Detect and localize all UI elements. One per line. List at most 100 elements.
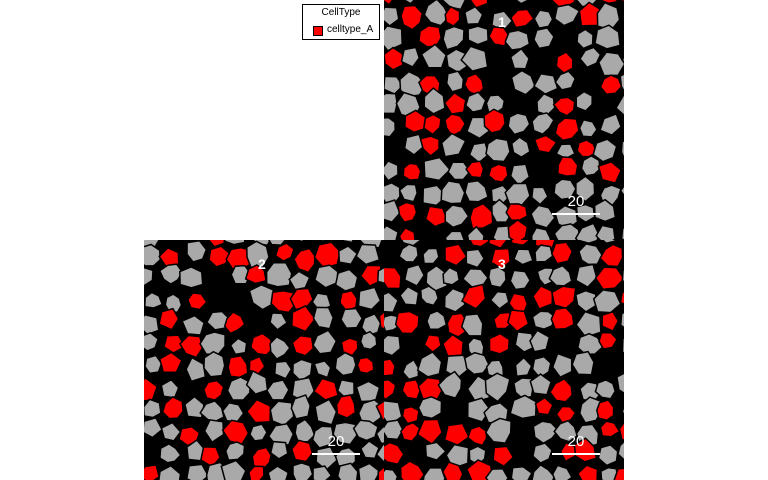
cell-celltype-a — [598, 331, 619, 350]
cell-celltype-a — [601, 310, 620, 333]
cell-celltype-a — [532, 284, 554, 310]
cell-celltype-a — [534, 396, 554, 416]
cell-other — [144, 398, 162, 419]
cell-celltype-a — [158, 307, 180, 331]
cell-celltype-a — [554, 117, 580, 142]
scalebar-label-3: 20 — [567, 433, 585, 450]
cell-celltype-a — [576, 139, 598, 158]
cell-other — [295, 240, 306, 243]
cell-celltype-a — [444, 113, 467, 137]
cell-celltype-a — [384, 378, 397, 401]
cell-celltype-a — [555, 405, 577, 424]
cell-other — [571, 350, 595, 376]
cell-other — [510, 466, 533, 480]
cell-other — [460, 45, 489, 72]
cell-other — [340, 307, 364, 329]
cell-other — [512, 248, 534, 266]
tissue-panel-2: 2 20 — [144, 240, 384, 480]
cell-other — [621, 268, 624, 283]
cell-other — [509, 394, 537, 420]
cell-celltype-a — [510, 240, 531, 246]
cell-celltype-a — [227, 354, 249, 379]
cell-celltype-a — [424, 205, 449, 228]
cell-other — [442, 25, 465, 51]
cell-celltype-a — [313, 241, 341, 269]
cell-other — [619, 73, 624, 93]
cell-other — [514, 356, 533, 378]
cell-celltype-a — [274, 242, 295, 262]
cell-celltype-a — [559, 441, 577, 463]
cell-other — [224, 441, 246, 461]
cell-celltype-a — [384, 441, 405, 466]
scalebar-1 — [552, 213, 600, 215]
cell-celltype-a — [384, 266, 402, 290]
cell-other — [510, 69, 536, 96]
cell-other — [442, 0, 467, 11]
cell-celltype-a — [208, 245, 231, 268]
cell-celltype-a — [144, 464, 161, 480]
cell-other — [403, 263, 426, 287]
cell-other — [576, 28, 594, 50]
cell-other — [424, 441, 447, 461]
cell-other — [443, 287, 466, 313]
cell-other — [384, 199, 401, 223]
cell-other — [451, 240, 460, 243]
cell-other — [144, 313, 160, 336]
cell-other — [529, 373, 552, 396]
cell-other — [312, 329, 338, 355]
cell-other — [199, 331, 226, 356]
cell-other — [445, 70, 465, 93]
cell-other — [144, 331, 160, 352]
cell-celltype-a — [207, 240, 226, 248]
cell-other — [249, 423, 268, 442]
cell-celltype-a — [419, 135, 440, 157]
cell-other — [510, 136, 531, 158]
cell-celltype-a — [158, 351, 183, 374]
cell-celltype-a — [488, 26, 511, 47]
cell-celltype-a — [289, 287, 314, 311]
cell-other — [246, 240, 270, 269]
cell-other — [290, 394, 311, 420]
cell-other — [336, 378, 355, 399]
cell-celltype-a — [400, 421, 421, 443]
cell-segmentation-map-3 — [384, 240, 624, 480]
cell-other — [422, 247, 440, 265]
cell-celltype-a — [398, 226, 416, 240]
cell-celltype-a — [402, 162, 422, 181]
cell-other — [384, 6, 400, 27]
cell-segmentation-map-2 — [144, 240, 384, 480]
cell-celltype-a — [599, 243, 624, 268]
cell-celltype-a — [576, 464, 599, 480]
tissue-panel-1: 1 20 — [384, 0, 624, 240]
cell-other — [575, 263, 598, 289]
cell-other — [190, 240, 196, 242]
cell-other — [267, 465, 290, 480]
cell-other — [158, 263, 184, 285]
cell-celltype-a — [356, 356, 375, 375]
cell-other — [398, 183, 418, 203]
cell-celltype-a — [444, 5, 461, 27]
cell-other — [377, 266, 384, 284]
cell-other — [426, 310, 448, 331]
cell-other — [620, 140, 624, 160]
cell-other — [269, 335, 291, 360]
cell-celltype-a — [578, 1, 602, 27]
cell-other — [530, 226, 552, 240]
cell-celltype-a — [375, 400, 384, 421]
cell-celltype-a — [441, 461, 464, 480]
cell-other — [400, 46, 421, 68]
cell-other — [467, 25, 489, 46]
cell-celltype-a — [221, 419, 250, 446]
cell-other — [464, 91, 487, 113]
cell-celltype-a — [463, 72, 485, 97]
cell-other — [489, 290, 510, 310]
cell-other — [269, 312, 288, 331]
cell-other — [360, 312, 382, 337]
cell-other — [339, 240, 354, 244]
cell-other — [597, 444, 619, 467]
cell-celltype-a — [443, 91, 467, 115]
cell-other — [576, 332, 605, 356]
cell-celltype-a — [384, 358, 396, 377]
cell-other — [384, 334, 402, 357]
cell-celltype-a — [335, 394, 357, 419]
